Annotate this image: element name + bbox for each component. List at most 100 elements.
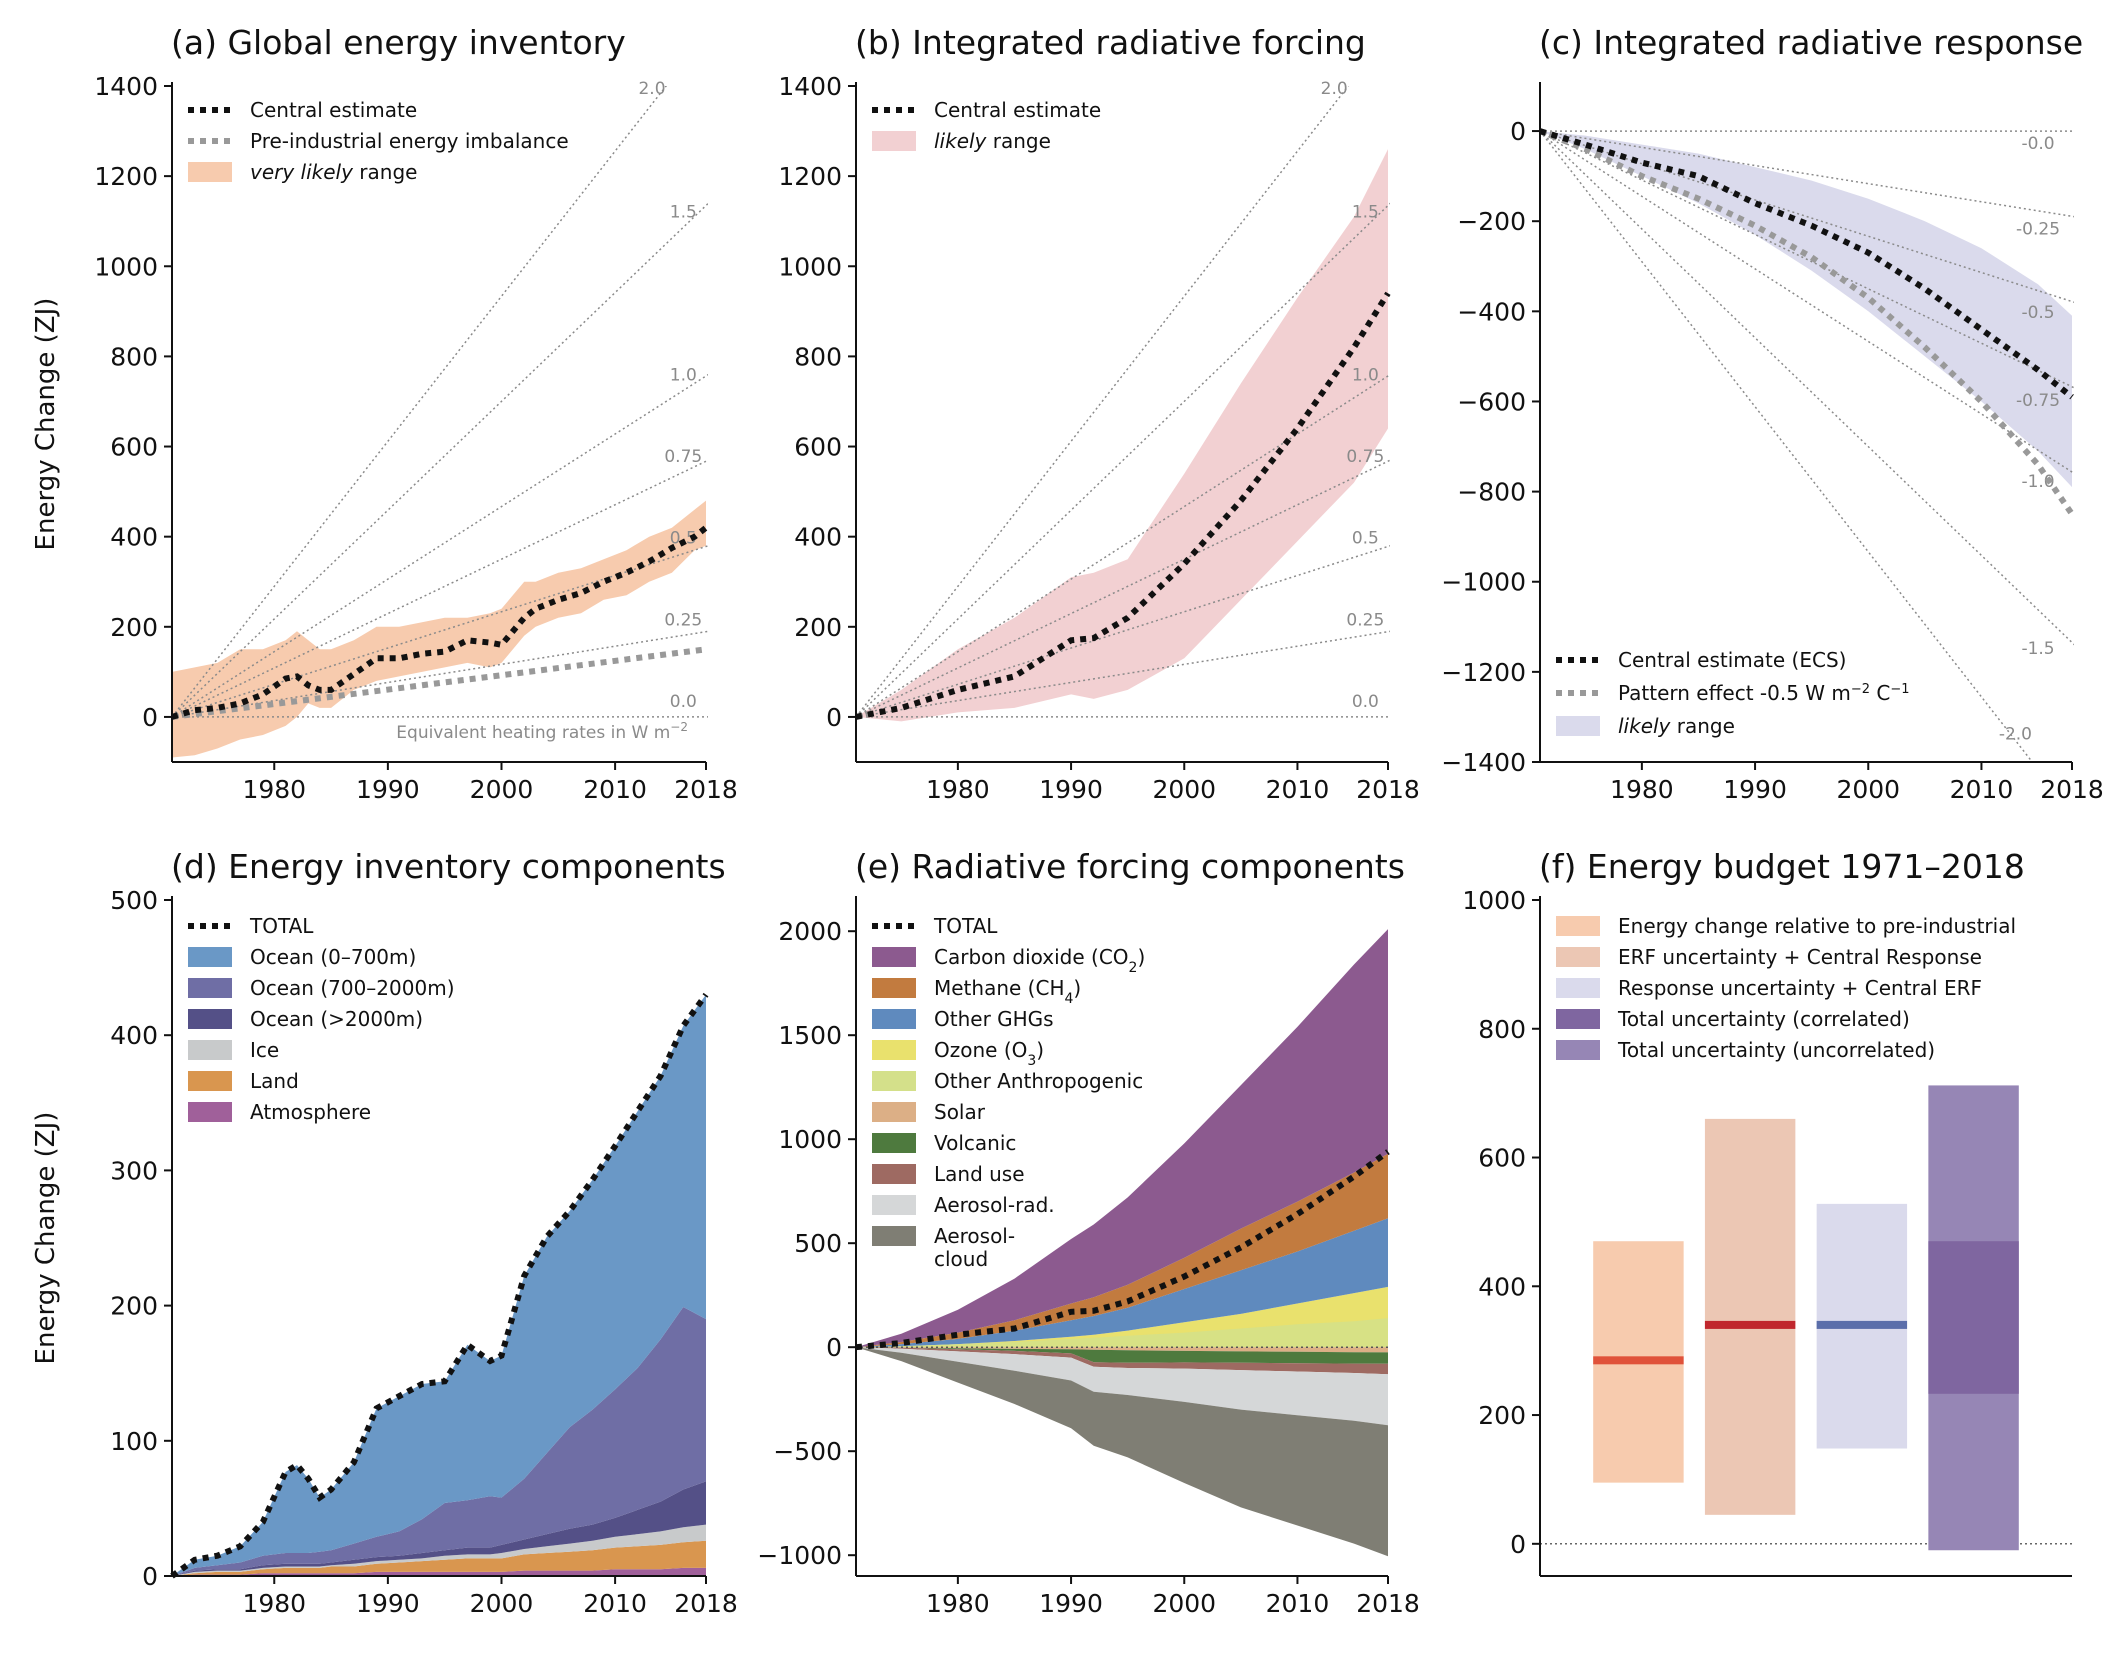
y-tick-label: 200 xyxy=(1478,1401,1526,1430)
y-tick-label: −400 xyxy=(1457,297,1526,326)
rate-line xyxy=(1540,130,2074,303)
y-tick-label: −1400 xyxy=(1441,748,1526,777)
preindustrial-imbalance-line xyxy=(171,646,707,720)
legend-range-swatch xyxy=(188,162,232,182)
x-tick-label: 2000 xyxy=(1152,1589,1216,1618)
rate-line-label: 0.75 xyxy=(1346,447,1384,467)
area-solar xyxy=(856,1347,1388,1353)
rate-line-label: -1.0 xyxy=(2021,472,2054,492)
axes-a: 0 200 400 600 800 1000 1200 1400 1980 1990 2000 201… xyxy=(31,23,738,804)
legend-range-label: likely range xyxy=(1618,714,1735,738)
legend-item-label: Ocean (0–700m) xyxy=(250,945,416,969)
y-tick-label: 400 xyxy=(110,1021,158,1050)
rate-line xyxy=(1540,130,2074,646)
y-tick-label: 800 xyxy=(1478,1015,1526,1044)
legend-item-label: Ozone (O3) xyxy=(934,1038,1044,1069)
rate-line-label: -0.75 xyxy=(2016,391,2060,411)
x-tick-label: 1990 xyxy=(1039,775,1103,804)
legend-item-swatch xyxy=(872,1195,916,1215)
y-tick-label: 800 xyxy=(794,342,842,371)
legend-item-label: Energy change relative to pre-industrial xyxy=(1618,914,2016,938)
legend-central-label: Central estimate xyxy=(250,98,417,122)
rate-line xyxy=(856,373,1390,718)
x-tick-label: 1990 xyxy=(1723,775,1787,804)
y-tick-label: 0 xyxy=(142,703,158,732)
stacked-areas xyxy=(856,929,1388,1557)
x-tick-label: 2000 xyxy=(470,1589,534,1618)
x-tick-label: 2018 xyxy=(2040,775,2104,804)
y-tick-label: 600 xyxy=(110,433,158,462)
x-tick-label: 2010 xyxy=(1950,775,2014,804)
legend-item-label: Volcanic xyxy=(934,1131,1016,1155)
bar-central-line xyxy=(1704,1320,1796,1329)
rate-line-labels: 2.0 1.5 1.0 0.75 0.5 0.25 0.0 xyxy=(638,79,702,712)
legend-item-label: Ocean (700–2000m) xyxy=(250,976,455,1000)
y-tick-label: 500 xyxy=(110,886,158,915)
x-tick-label: 2000 xyxy=(470,775,534,804)
heating-rate-annotation: Equivalent heating rates in W m−2 xyxy=(396,720,688,743)
rate-line-labels: -0.0 -0.25 -0.5 -0.75 -1.0 -1.5 -2.0 xyxy=(1999,134,2060,744)
area-land-use xyxy=(856,1347,1388,1375)
legend-item-swatch xyxy=(188,1102,232,1122)
y-tick-label: −1200 xyxy=(1441,658,1526,687)
y-tick-label: 1000 xyxy=(94,252,158,281)
axes-c: 0 −200 −400 −600 −800 −1000 −1200 −1400 1980 1990… xyxy=(1441,23,2103,804)
y-axis-label: Energy Change (ZJ) xyxy=(31,1112,61,1365)
very-likely-range-band xyxy=(172,500,706,758)
y-tick-label: 800 xyxy=(110,342,158,371)
rate-line-label: 0.75 xyxy=(664,447,702,467)
chart-title: (d) Energy inventory components xyxy=(171,847,726,886)
legend-range-swatch xyxy=(872,131,916,151)
likely-range-band xyxy=(1540,131,2072,488)
x-tick-label: 1990 xyxy=(356,775,420,804)
legend-item-swatch xyxy=(188,1071,232,1091)
total-line xyxy=(170,992,709,1579)
y-tick-label: 1000 xyxy=(778,1125,842,1154)
area-atmosphere xyxy=(172,1567,706,1576)
y-tick-label: 1400 xyxy=(94,72,158,101)
legend-item-label: Other GHGs xyxy=(934,1007,1054,1031)
x-tick-label: 1980 xyxy=(1610,775,1674,804)
x-tick-label: 2010 xyxy=(1266,1589,1330,1618)
chart-title: (e) Radiative forcing components xyxy=(855,847,1405,886)
rate-line-label: -0.0 xyxy=(2021,134,2054,154)
x-tick-label: 1980 xyxy=(242,775,306,804)
chart-title: (f) Energy budget 1971–2018 xyxy=(1539,847,2025,886)
rate-line xyxy=(172,545,708,718)
legend-pattern-label: Pattern effect -0.5 W m−2 C−1 xyxy=(1618,681,1910,705)
legend-item-swatch xyxy=(188,1009,232,1029)
legend-range-label: very likely range xyxy=(250,160,417,184)
x-tick-label: 2000 xyxy=(1836,775,1900,804)
legend-item-swatch xyxy=(1556,916,1600,936)
y-tick-label: 500 xyxy=(794,1229,842,1258)
y-tick-label: 1200 xyxy=(778,162,842,191)
rate-line-label: 0.25 xyxy=(1346,610,1384,630)
x-tick-label: 1980 xyxy=(926,775,990,804)
legend-range-label: likely range xyxy=(934,129,1051,153)
x-tick-label: 2010 xyxy=(583,1589,647,1618)
rate-line-label: 1.5 xyxy=(1352,202,1379,222)
legend-item-label: Total uncertainty (uncorrelated) xyxy=(1617,1038,1935,1062)
area-methane xyxy=(856,1153,1388,1348)
legend-total-label: TOTAL xyxy=(933,914,998,938)
legend-item-swatch xyxy=(188,1040,232,1060)
axes-f: 0 200 400 600 800 1000 (f) Energy budget 1971–… xyxy=(1462,847,2072,1577)
legend-c: Central estimate (ECS) Pattern effect -0.… xyxy=(1556,648,1910,738)
y-tick-label: 0 xyxy=(826,1333,842,1362)
legend-item-label: Ice xyxy=(250,1038,279,1062)
legend-total-label: TOTAL xyxy=(249,914,314,938)
area-other-ghgs xyxy=(856,1218,1388,1348)
legend-item-label: Land xyxy=(250,1069,299,1093)
legend-item-swatch xyxy=(872,1164,916,1184)
legend-item-label: Atmosphere xyxy=(250,1100,371,1124)
legend-range-swatch xyxy=(1556,716,1600,736)
area-land xyxy=(172,1540,706,1576)
area-volcanic xyxy=(856,1347,1388,1364)
x-tick-label: 2018 xyxy=(674,1589,738,1618)
rate-line-label: 2.0 xyxy=(1321,79,1348,99)
bar-central-line xyxy=(1816,1320,1908,1329)
y-tick-label: 0 xyxy=(1510,117,1526,146)
legend-item-swatch xyxy=(872,978,916,998)
y-tick-label: −200 xyxy=(1457,207,1526,236)
